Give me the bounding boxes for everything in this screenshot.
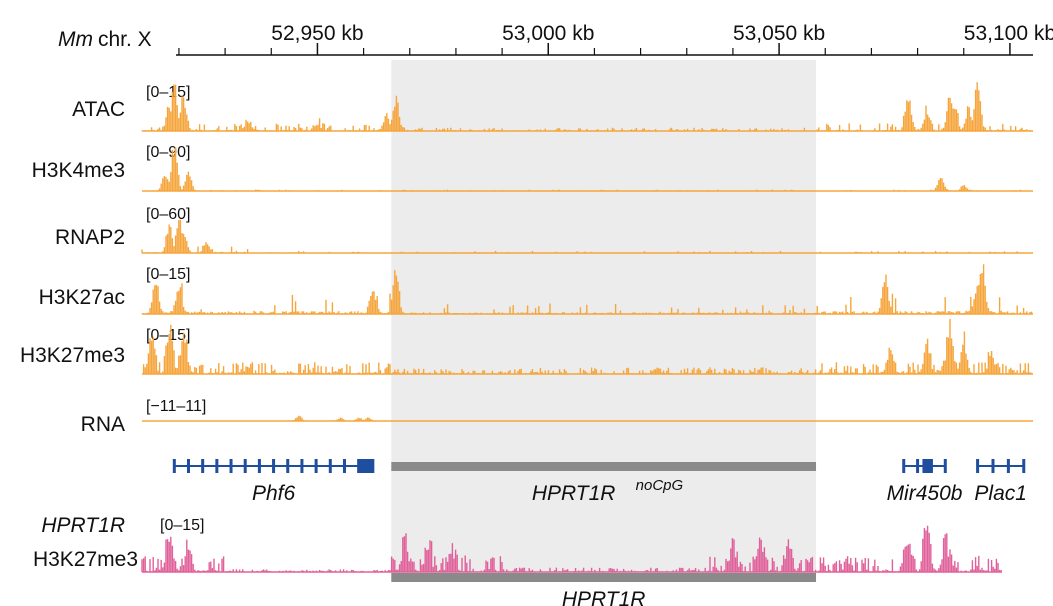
track-h3k27ac: H3K27ac [0–15] bbox=[39, 264, 1033, 315]
track-h3k4me3: H3K4me3 [0–90] bbox=[32, 144, 1033, 192]
gene-exon bbox=[916, 459, 920, 473]
gene-plac1: Plac1 bbox=[974, 459, 1027, 505]
transgene-bar-nocpg bbox=[391, 462, 817, 471]
gene-phf6: Phf6 bbox=[172, 459, 375, 505]
track-range-label: [0–60] bbox=[146, 206, 190, 223]
track-rnap2: RNAP2 [0–60] bbox=[55, 206, 1033, 254]
track-label: H3K27ac bbox=[39, 286, 125, 309]
gene-mir450b: Mir450b bbox=[887, 459, 963, 505]
x-axis-ticks: 52,950 kb 53,000 kb 53,050 kb 53,100 kb bbox=[178, 22, 1053, 55]
gene-exon bbox=[328, 459, 332, 473]
track-label: H3K4me3 bbox=[32, 159, 125, 182]
human-track-range: [0–15] bbox=[160, 517, 204, 534]
axis-header: Mm chr. X 52,950 kb 53,000 kb 53,050 kb 53,… bbox=[58, 22, 1053, 56]
transgene-superscript: noCpG bbox=[636, 477, 684, 494]
gene-exon-block bbox=[922, 459, 931, 473]
track-panel: ATAC [0–15] H3K4me3 [0–90] RNAP2 [0–60] H3K27a… bbox=[20, 82, 1033, 436]
gene-exon bbox=[186, 459, 190, 473]
gene-exon bbox=[976, 459, 980, 473]
gene-exon bbox=[943, 459, 947, 473]
track-label: ATAC bbox=[72, 98, 125, 121]
gene-exon bbox=[1006, 459, 1010, 473]
transgene-label-nocpg: HPRT1R bbox=[532, 482, 616, 505]
track-range-label: [−11–11] bbox=[146, 398, 206, 415]
x-tick-label: 52,950 kb bbox=[271, 22, 363, 45]
gene-label: Mir450b bbox=[887, 482, 963, 505]
gene-label: Phf6 bbox=[252, 482, 296, 505]
x-tick-label: 53,000 kb bbox=[502, 22, 594, 45]
gene-exon bbox=[314, 459, 318, 473]
track-range-label: [0–15] bbox=[146, 84, 190, 101]
species-label: Mm bbox=[58, 28, 93, 51]
gene-exon bbox=[272, 459, 276, 473]
human-track: HPRT1R H3K27me3 [0–15] HPRT1R bbox=[33, 514, 1002, 606]
chrom-label: chr. X bbox=[98, 28, 152, 51]
track-range-label: [0–15] bbox=[146, 266, 190, 283]
gene-annotations: Phf6 Mir450b Plac1 HPRT1R noCpG bbox=[172, 459, 1027, 505]
gene-exon bbox=[286, 459, 290, 473]
track-rna: RNA [−11–11] bbox=[81, 398, 1033, 436]
gene-exon bbox=[215, 459, 219, 473]
gene-exon bbox=[991, 459, 995, 473]
x-tick-label: 53,050 kb bbox=[733, 22, 825, 45]
gene-exon-block bbox=[358, 459, 373, 473]
gene-exon bbox=[201, 459, 205, 473]
highlight-region bbox=[391, 60, 817, 580]
track-label: RNA bbox=[81, 413, 125, 436]
human-track-label-2: H3K27me3 bbox=[33, 548, 138, 571]
gene-exon bbox=[902, 459, 906, 473]
gene-exon bbox=[929, 459, 933, 473]
rna-signal bbox=[290, 415, 377, 421]
track-atac: ATAC [0–15] bbox=[72, 82, 1033, 132]
gene-exon bbox=[172, 459, 176, 473]
track-range-label: [0–90] bbox=[146, 144, 190, 161]
transgene-bar-hprt1r bbox=[391, 573, 817, 582]
track-label: RNAP2 bbox=[55, 226, 125, 249]
human-track-label-1: HPRT1R bbox=[41, 514, 125, 537]
gene-exon bbox=[342, 459, 346, 473]
x-tick-label: 53,100 kb bbox=[964, 22, 1053, 45]
track-h3k27me3: H3K27me3 [0–15] bbox=[20, 319, 1033, 375]
gene-exon bbox=[1022, 459, 1026, 473]
track-range-label: [0–15] bbox=[146, 327, 190, 344]
gene-exon bbox=[300, 459, 304, 473]
gene-exon bbox=[229, 459, 233, 473]
gene-exon bbox=[243, 459, 247, 473]
gene-label: Plac1 bbox=[974, 482, 1027, 505]
gene-exon bbox=[357, 459, 361, 473]
transgene-label-hprt1r: HPRT1R bbox=[562, 588, 646, 606]
track-label: H3K27me3 bbox=[20, 344, 125, 367]
gene-exon bbox=[257, 459, 261, 473]
